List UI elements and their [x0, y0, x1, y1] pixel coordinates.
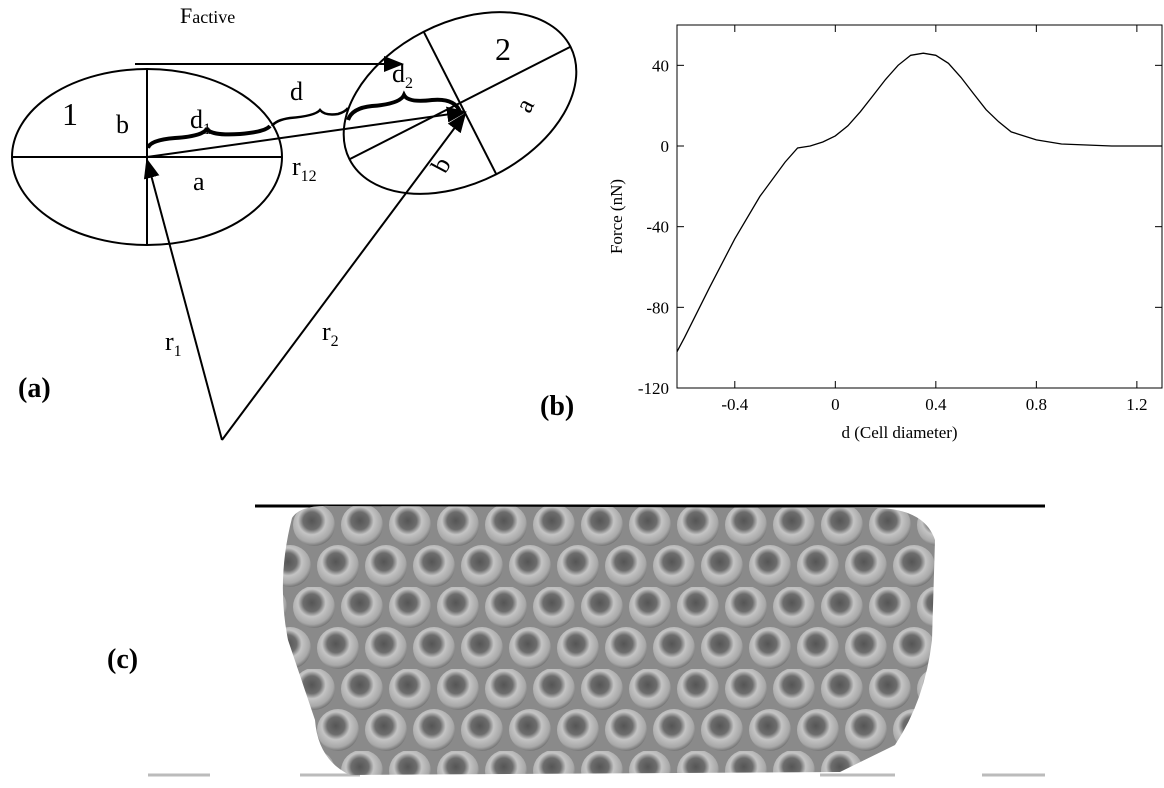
y-axis-label: Force (nN)	[607, 179, 626, 254]
label-sub: 1	[203, 121, 211, 138]
x-tick-label: 0.8	[1026, 395, 1047, 414]
label-text: r	[322, 317, 331, 346]
panel-label: (c)	[107, 644, 138, 675]
r2-label: r2	[322, 317, 339, 350]
label-sub: 1	[174, 343, 182, 360]
x-axis-label: d (Cell diameter)	[841, 423, 957, 442]
cell-label: 2	[495, 31, 511, 67]
cell-aggregate-image	[148, 500, 1045, 785]
diagram-labels: Factive 1 2 b a d1 d d2 a b r12 r1 r2	[62, 3, 540, 360]
r1-label: r1	[165, 327, 182, 360]
label-sub: active	[192, 7, 235, 27]
x-tick-label: 0.4	[925, 395, 947, 414]
label-sub: 2	[331, 333, 339, 350]
cell-2	[313, 0, 607, 231]
axis-label: a	[193, 167, 205, 196]
panel-label: (a)	[18, 373, 51, 404]
force-label: Factive	[180, 3, 235, 28]
label-text: d	[392, 59, 405, 88]
d2-label: d2	[392, 59, 413, 92]
label-sub: 2	[405, 75, 413, 92]
d-label: d	[290, 77, 303, 106]
cell-label: 1	[62, 96, 78, 132]
x-tick-label: 0	[831, 395, 840, 414]
chart: -120 -80 -40 0 40 -0.4 0 0.4 0.8 1.2 d (Cell diame…	[607, 25, 1162, 442]
brace	[348, 95, 460, 120]
y-tick-label: -80	[646, 298, 669, 317]
y-tick-label: -120	[638, 379, 669, 398]
label-text: F	[180, 3, 192, 28]
r12-label: r12	[292, 152, 317, 185]
label-text: r	[165, 327, 174, 356]
brace	[272, 108, 348, 126]
panel-label: (b)	[540, 391, 574, 422]
y-tick-label: 0	[661, 137, 670, 156]
r1-arrow	[147, 160, 222, 440]
x-tick-label: -0.4	[721, 395, 748, 414]
d1-label: d1	[190, 105, 211, 138]
y-tick-label: -40	[646, 218, 669, 237]
label-text: d	[190, 105, 203, 134]
axis-label: b	[116, 110, 129, 139]
cell-tissue	[270, 500, 950, 785]
axis-label: b	[425, 152, 457, 177]
x-tick-label: 1.2	[1126, 395, 1147, 414]
data-line	[677, 53, 1162, 352]
label-sub: 12	[301, 168, 317, 185]
plot-frame	[677, 25, 1162, 388]
axis-line	[424, 32, 497, 175]
axis-label: a	[509, 93, 540, 117]
figure: Factive 1 2 b a d1 d d2 a b r12 r1 r2 (a…	[0, 0, 1164, 788]
y-tick-label: 40	[652, 56, 669, 75]
diagram	[12, 0, 607, 440]
label-text: r	[292, 152, 301, 181]
